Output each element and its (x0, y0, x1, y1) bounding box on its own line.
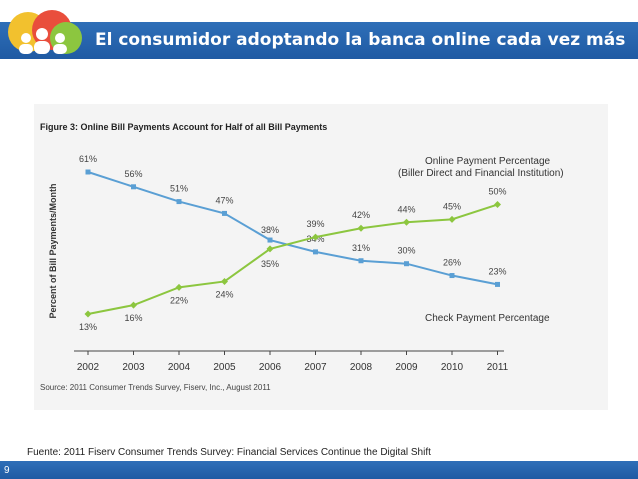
chart-title: Figure 3: Online Bill Payments Account f… (40, 122, 327, 132)
data-label: 61% (79, 154, 97, 164)
x-tick-label: 2004 (168, 362, 191, 373)
data-label: 44% (397, 204, 415, 214)
slide-header: El consumidor adoptando la banca online … (0, 0, 638, 59)
data-label: 22% (170, 295, 188, 305)
data-label: 38% (261, 225, 279, 235)
y-axis-label: Percent of Bill Payments/Month (48, 183, 58, 318)
data-point (266, 245, 274, 253)
data-point (403, 218, 410, 226)
data-label: 30% (397, 246, 415, 256)
x-tick-label: 2005 (213, 362, 236, 373)
data-point (449, 273, 455, 279)
data-point (495, 281, 500, 287)
data-point (267, 237, 273, 243)
figure-panel: Figure 3: Online Bill Payments Account f… (34, 104, 608, 410)
header-bar (0, 22, 638, 59)
legend-check: Check Payment Percentage (425, 313, 550, 324)
source-note: Fuente: 2011 Fiserv Consumer Trends Surv… (27, 447, 431, 458)
line-chart: Figure 3: Online Bill Payments Account f… (40, 122, 564, 392)
data-point (84, 310, 92, 318)
data-point (357, 224, 365, 232)
x-tick-label: 2009 (395, 362, 418, 373)
data-point (313, 249, 318, 255)
data-point (130, 301, 137, 309)
data-point (358, 258, 364, 264)
chart-source: Source: 2011 Consumer Trends Survey, Fis… (40, 383, 271, 392)
data-label: 31% (352, 243, 370, 253)
data-point (494, 201, 501, 209)
x-tick-label: 2010 (441, 362, 464, 373)
data-point (221, 277, 228, 285)
x-tick-label: 2011 (487, 362, 509, 373)
data-point (222, 210, 227, 216)
data-label: 13% (79, 322, 97, 332)
online-payment-series: 13% 16% 22% 24% 35% 39% 42% 44% 45% 50% (79, 187, 507, 332)
data-label: 45% (443, 201, 461, 211)
data-label: 50% (488, 187, 506, 197)
x-tick-label: 2003 (122, 362, 145, 373)
data-point (404, 261, 409, 267)
data-label: 24% (215, 289, 233, 299)
check-payment-series: 61%56%51%47%38%34%31%30%26%23% (79, 154, 507, 287)
page-number: 9 (4, 465, 10, 476)
people-logo-icon (8, 10, 82, 54)
x-tick-label: 2008 (350, 362, 373, 373)
data-label: 56% (124, 169, 142, 179)
data-point (85, 169, 91, 175)
data-label: 47% (215, 195, 233, 205)
data-label: 35% (261, 259, 279, 269)
legend-online-line1: Online Payment Percentage (425, 156, 551, 167)
x-tick-label: 2007 (304, 362, 327, 373)
series-line (87, 171, 498, 286)
x-axis-ticks: 2002 2003 2004 2005 2006 2007 2008 2009 2010 2011 (77, 351, 509, 373)
slide-title: El consumidor adoptando la banca online … (95, 30, 626, 50)
legend-online-line2: (Biller Direct and Financial Institution… (398, 168, 564, 179)
data-label: 39% (306, 219, 324, 229)
x-tick-label: 2002 (77, 362, 100, 373)
data-label: 23% (488, 266, 506, 276)
data-label: 42% (352, 210, 370, 220)
data-point (176, 199, 182, 205)
data-point (448, 215, 456, 223)
data-point (175, 283, 183, 291)
data-point (131, 184, 136, 190)
series-line (87, 203, 498, 315)
data-label: 51% (170, 184, 188, 194)
data-point (312, 233, 319, 241)
footer-bar (0, 461, 638, 479)
x-tick-label: 2006 (259, 362, 282, 373)
data-label: 26% (443, 258, 461, 268)
data-label: 16% (124, 313, 142, 323)
